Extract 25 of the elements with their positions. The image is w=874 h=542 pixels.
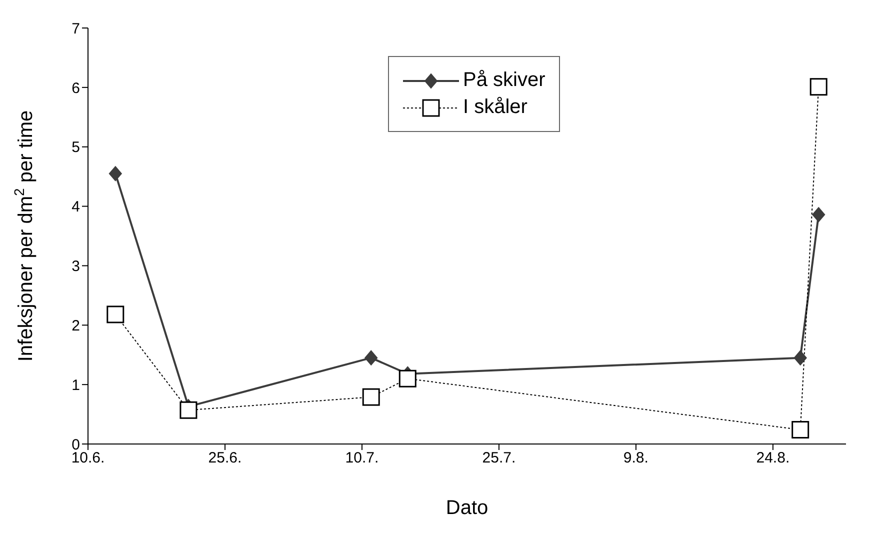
x-axis-title: Dato: [446, 497, 488, 519]
point: [364, 350, 378, 366]
y-tick-label: 2: [72, 317, 80, 334]
point: [794, 350, 807, 366]
point: [812, 207, 826, 222]
x-tick-label: 10.7.: [345, 450, 379, 467]
point: [108, 166, 122, 182]
y-tick-label: 4: [72, 198, 80, 216]
x-tick-label: 9.8.: [623, 450, 648, 467]
x-tick-label: 24.8.: [756, 450, 790, 467]
x-tick-label: 25.7.: [482, 450, 516, 467]
point: [180, 401, 198, 419]
x-tick-label: 25.6.: [208, 450, 242, 467]
point: [810, 78, 828, 96]
y-tick-label: 1: [72, 376, 80, 394]
point: [362, 388, 380, 406]
y-tick-label: 3: [72, 258, 80, 276]
legend-label: I skåler: [463, 96, 528, 119]
legend-label: På skiver: [463, 69, 546, 92]
point: [792, 420, 810, 438]
point: [398, 370, 416, 388]
y-tick-label: 5: [72, 139, 80, 156]
y-tick-label: 7: [72, 20, 80, 38]
point: [106, 306, 124, 324]
y-tick-label: 6: [72, 80, 80, 97]
